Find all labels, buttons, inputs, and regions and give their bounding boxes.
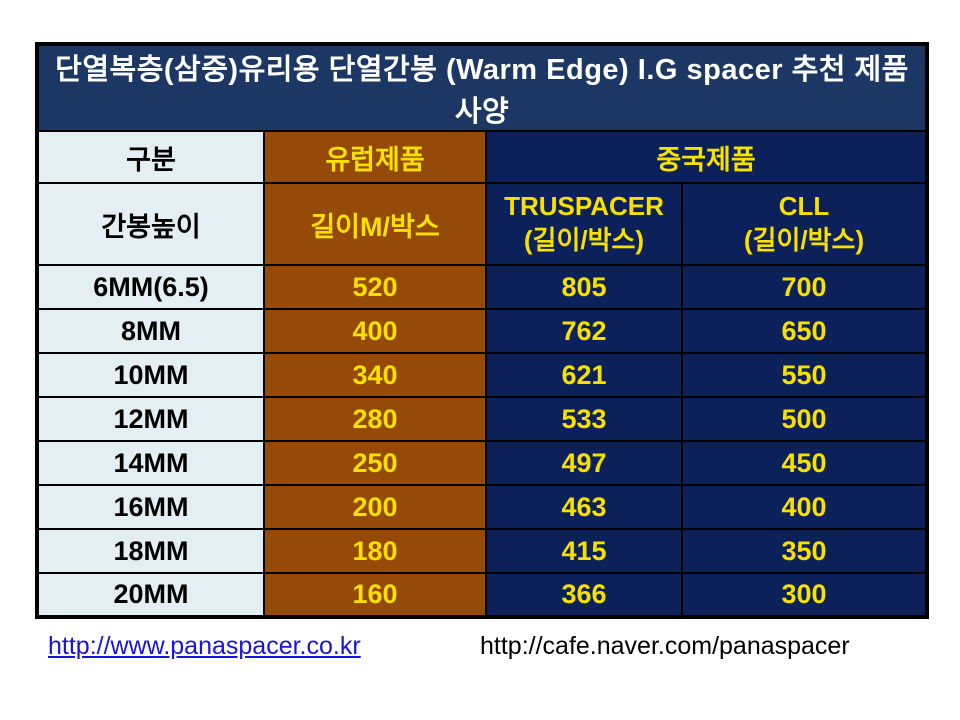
table-header-row-1: 구분 유럽제품 중국제품	[36, 130, 929, 184]
row-cll-value: 700	[680, 264, 929, 310]
panaspacer-site-link[interactable]: http://www.panaspacer.co.kr	[48, 632, 361, 660]
row-height: 12MM	[36, 396, 265, 442]
table-row: 10MM 340 621 550	[36, 352, 929, 398]
row-cll-value: 500	[680, 396, 929, 442]
header-europe-products: 유럽제품	[263, 130, 487, 184]
row-europe-value: 160	[263, 572, 487, 618]
row-cll-value: 350	[680, 528, 929, 574]
table-row: 8MM 400 762 650	[36, 308, 929, 354]
row-height: 6MM(6.5)	[36, 264, 265, 310]
table-row: 12MM 280 533 500	[36, 396, 929, 442]
row-height: 10MM	[36, 352, 265, 398]
table-row: 18MM 180 415 350	[36, 528, 929, 574]
row-europe-value: 200	[263, 484, 487, 530]
table-row: 14MM 250 497 450	[36, 440, 929, 486]
row-height: 8MM	[36, 308, 265, 354]
header-category: 구분	[36, 130, 265, 184]
row-cll-value: 300	[680, 572, 929, 618]
row-europe-value: 280	[263, 396, 487, 442]
row-europe-value: 520	[263, 264, 487, 310]
row-height: 18MM	[36, 528, 265, 574]
row-height: 20MM	[36, 572, 265, 618]
row-truspacer-value: 805	[485, 264, 683, 310]
cll-name: CLL	[778, 191, 830, 222]
naver-cafe-url: http://cafe.naver.com/panaspacer	[480, 632, 850, 660]
row-europe-value: 180	[263, 528, 487, 574]
row-truspacer-value: 463	[485, 484, 683, 530]
row-cll-value: 450	[680, 440, 929, 486]
row-height: 16MM	[36, 484, 265, 530]
row-europe-value: 250	[263, 440, 487, 486]
row-cll-value: 650	[680, 308, 929, 354]
row-europe-value: 340	[263, 352, 487, 398]
row-truspacer-value: 762	[485, 308, 683, 354]
row-truspacer-value: 366	[485, 572, 683, 618]
row-truspacer-value: 533	[485, 396, 683, 442]
header-truspacer: TRUSPACER (길이/박스)	[485, 182, 683, 266]
page-title: 단열복층(삼중)유리용 단열간봉 (Warm Edge) I.G spacer …	[35, 43, 929, 132]
spacer-spec-table: 단열복층(삼중)유리용 단열간봉 (Warm Edge) I.G spacer …	[35, 42, 930, 619]
header-cll: CLL (길이/박스)	[680, 182, 929, 266]
row-truspacer-value: 621	[485, 352, 683, 398]
header-spacer-height: 간봉높이	[36, 182, 265, 266]
table-title-row: 단열복층(삼중)유리용 단열간봉 (Warm Edge) I.G spacer …	[35, 43, 929, 132]
table-row: 20MM 160 366 300	[36, 572, 929, 618]
row-cll-value: 550	[680, 352, 929, 398]
row-truspacer-value: 415	[485, 528, 683, 574]
cll-unit: (길이/박스)	[743, 225, 865, 255]
header-length-per-box: 길이M/박스	[263, 182, 487, 266]
truspacer-unit: (길이/박스)	[523, 225, 645, 255]
truspacer-name: TRUSPACER	[504, 191, 664, 222]
row-truspacer-value: 497	[485, 440, 683, 486]
header-china-products: 중국제품	[484, 130, 929, 184]
row-europe-value: 400	[263, 308, 487, 354]
table-row: 6MM(6.5) 520 805 700	[36, 264, 929, 310]
table-header-row-2: 간봉높이 길이M/박스 TRUSPACER (길이/박스) CLL (길이/박스…	[36, 182, 929, 266]
row-height: 14MM	[36, 440, 265, 486]
table-row: 16MM 200 463 400	[36, 484, 929, 530]
row-cll-value: 400	[680, 484, 929, 530]
